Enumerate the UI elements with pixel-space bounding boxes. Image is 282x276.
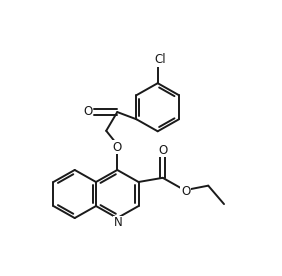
Text: O: O — [181, 185, 190, 198]
Text: O: O — [83, 105, 92, 118]
Text: N: N — [114, 216, 122, 229]
Text: Cl: Cl — [155, 53, 166, 66]
Text: O: O — [113, 140, 122, 153]
Text: O: O — [158, 144, 168, 156]
